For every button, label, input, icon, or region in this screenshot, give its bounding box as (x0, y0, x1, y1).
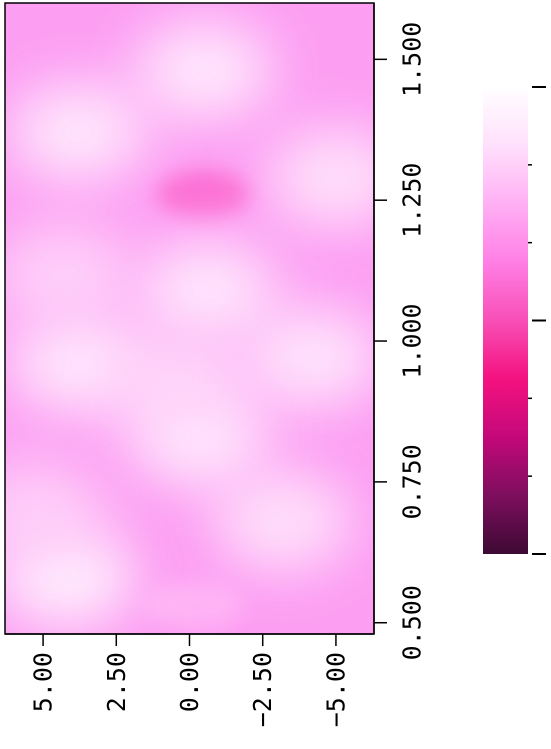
colorbar-ticks (528, 86, 546, 555)
x-tick-label: 0.500 (398, 585, 427, 660)
heatmap-region (8, 82, 149, 183)
x-tick-label: 0.750 (398, 444, 427, 519)
heatmap-region (137, 240, 278, 341)
heatmap-region (265, 127, 374, 228)
y-tick-label: −5.00 (321, 652, 350, 727)
heatmap-region (134, 20, 275, 121)
x-axis-right: 0.500 0.750 1.000 1.250 1.500 (373, 3, 427, 660)
y-tick-label: 5.00 (29, 652, 58, 712)
heatmap-region (147, 581, 244, 630)
heatmap-region (156, 170, 253, 219)
heatmap-field (5, 20, 374, 630)
y-tick-label: 0.00 (175, 652, 204, 712)
heatmap-region (5, 460, 105, 561)
heatmap-region (242, 307, 374, 408)
heatmap-region (213, 471, 354, 572)
heatmap-region (5, 223, 134, 324)
y-axis-bottom: 5.00 2.50 0.00 −2.50 −5.00 (5, 633, 374, 727)
y-tick-label: 2.50 (102, 652, 131, 712)
colorbar-gradient (483, 87, 528, 554)
heatmap-plot-area (4, 2, 375, 635)
heatmap-region (107, 330, 248, 431)
colorbar (483, 86, 546, 555)
x-tick-label: 1.500 (398, 22, 427, 97)
y-tick-label: −2.50 (248, 652, 277, 727)
x-tick-label: 1.000 (398, 303, 427, 378)
x-tick-label: 1.250 (398, 163, 427, 238)
